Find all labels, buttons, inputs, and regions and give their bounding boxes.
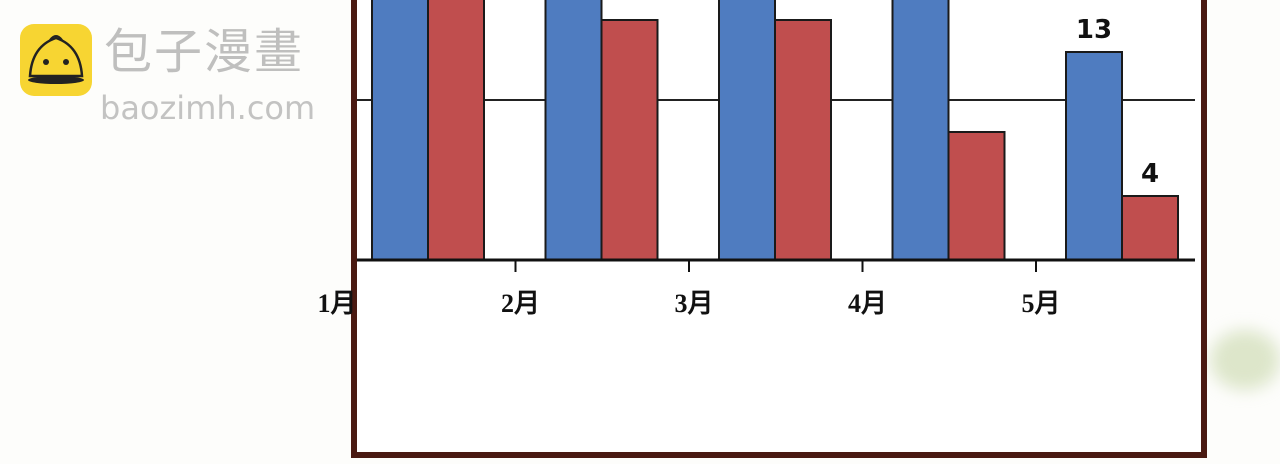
bar-4月-series1 [947,131,1006,261]
data-label: 4 [1141,159,1159,189]
bar-5月-series1 [1121,195,1179,261]
watermark-title: 包子漫畫 [104,24,305,80]
background-flower-blur [1210,330,1280,390]
bun-logo-icon [20,24,92,96]
x-tick-label: 1月 [317,289,356,318]
bar-3月-series0 [718,0,776,261]
x-tick-label: 2月 [501,289,540,318]
bar-1月-series1 [427,0,485,261]
bar-2月-series1 [600,19,659,261]
x-tick-label: 3月 [674,289,713,318]
bar-2月-series0 [544,0,603,261]
x-tick-label: 4月 [848,289,887,318]
x-tick-label: 5月 [1021,289,1060,318]
bar-1月-series0 [371,0,429,261]
bar-4月-series0 [891,0,950,261]
watermark: 包子漫畫 baozimh.com [20,24,330,144]
bar-3月-series1 [774,19,832,261]
bar-5月-series0 [1065,51,1123,261]
watermark-url: baozimh.com [100,89,316,127]
data-label: 13 [1076,15,1112,45]
